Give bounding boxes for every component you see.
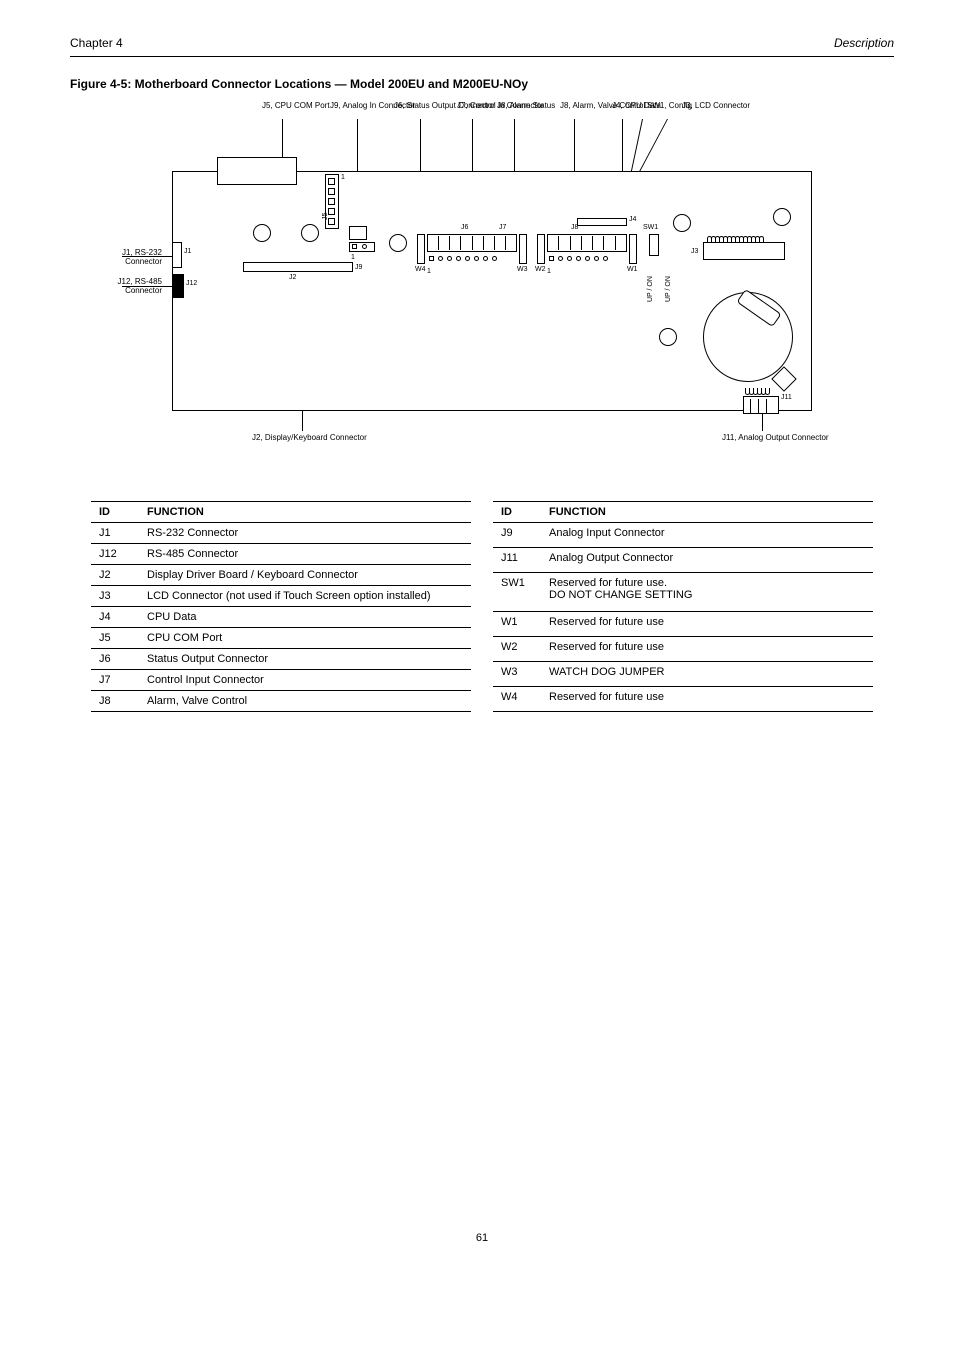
j9-pin1-label: 1	[351, 254, 355, 261]
j2-label: J2	[289, 274, 296, 281]
table-row: J3LCD Connector (not used if Touch Scree…	[91, 586, 471, 607]
j1-shell	[172, 242, 182, 268]
j9-shell	[349, 226, 367, 240]
j2-shell	[243, 262, 353, 272]
j6-pin1-label: 1	[427, 268, 431, 275]
connector-table-left: ID FUNCTION J1RS-232 Connector J12RS-485…	[91, 501, 471, 712]
w4-bracket	[417, 234, 425, 264]
table-row: W4Reserved for future use	[493, 686, 873, 711]
callout-j2: J2, Display/Keyboard Connector	[252, 433, 367, 442]
table-row: J7Control Input Connector	[91, 670, 471, 691]
callout-j1: J1, RS-232 Connector	[102, 248, 162, 266]
callout-j11: J11, Analog Output Connector	[722, 433, 829, 442]
j1-label: J1	[184, 248, 191, 255]
j3-teeth	[707, 236, 763, 243]
diagram-wrap: J5, CPU COM Port J9, Analog In Connector…	[122, 101, 842, 471]
j8-block	[547, 234, 627, 252]
header-rule	[70, 56, 894, 57]
j12-shell	[172, 274, 184, 298]
connector-table-right: ID FUNCTION J9Analog Input Connector J11…	[493, 501, 873, 712]
w1-bracket	[629, 234, 637, 264]
sw1-shell	[649, 234, 659, 256]
j11-teeth	[745, 388, 769, 395]
upon-right: UP / ON	[665, 276, 672, 302]
callout-j12: J12, RS-485 Connector	[102, 277, 162, 295]
j6-block	[427, 234, 517, 252]
j6-pins	[429, 256, 497, 261]
callout-j8l: J8, Alarm Status	[497, 101, 555, 110]
table-row: J1RS-232 Connector	[91, 523, 471, 544]
j3-shell	[703, 242, 785, 260]
sw1-label: SW1	[643, 224, 658, 231]
header-right: Description	[834, 36, 894, 50]
table-row: J4CPU Data	[91, 607, 471, 628]
table-row: W3WATCH DOG JUMPER	[493, 662, 873, 687]
header-left: Chapter 4	[70, 36, 123, 50]
j4-shell	[577, 218, 627, 226]
j9-pins	[349, 242, 375, 252]
j9-label: J9	[355, 264, 362, 271]
w3-bracket	[519, 234, 527, 264]
j11-label: J11	[781, 394, 792, 401]
j8-pins	[549, 256, 608, 261]
j8-pin1-label: 1	[547, 268, 551, 275]
table-row: W1Reserved for future use	[493, 612, 873, 637]
callout-j5: J5, CPU COM Port	[262, 101, 330, 110]
j6-label: J6	[461, 224, 468, 231]
w1-label: W1	[627, 266, 638, 273]
motherboard-diagram: J5, CPU COM Port J9, Analog In Connector…	[122, 101, 842, 471]
hole-4	[673, 214, 691, 232]
j12-label: J12	[186, 280, 197, 287]
tables-wrap: ID FUNCTION J1RS-232 Connector J12RS-485…	[70, 501, 894, 712]
hole-6	[659, 328, 677, 346]
tblL-head-fn: FUNCTION	[139, 502, 471, 523]
j11-shell	[743, 396, 779, 414]
callout-j3: J3, LCD Connector	[682, 101, 750, 110]
tblR-head-fn: FUNCTION	[541, 502, 873, 523]
table-row: J5CPU COM Port	[91, 628, 471, 649]
j5-shell	[325, 174, 339, 229]
j5-label: J5	[322, 213, 329, 220]
table-row: J9Analog Input Connector	[493, 523, 873, 548]
table-row: SW1Reserved for future use. DO NOT CHANG…	[493, 572, 873, 611]
upon-left: UP / ON	[647, 276, 654, 302]
hole-2	[301, 224, 319, 242]
tblL-head-id: ID	[91, 502, 139, 523]
tblR-head-id: ID	[493, 502, 541, 523]
table-row: J6Status Output Connector	[91, 649, 471, 670]
board-outline: 1 J5 1 J9	[172, 171, 812, 411]
rs232-conn-shell	[217, 157, 297, 185]
j4-label: J4	[629, 216, 636, 223]
j5-pin1-label: 1	[341, 174, 345, 181]
hole-5	[773, 208, 791, 226]
table-row: J2Display Driver Board / Keyboard Connec…	[91, 565, 471, 586]
figure-title: Figure 4-5: Motherboard Connector Locati…	[70, 77, 894, 91]
w2-bracket	[537, 234, 545, 264]
w2-label: W2	[535, 266, 546, 273]
j7-label: J7	[499, 224, 506, 231]
table-row: J11Analog Output Connector	[493, 547, 873, 572]
table-row: J12RS-485 Connector	[91, 544, 471, 565]
table-row: J8Alarm, Valve Control	[91, 691, 471, 712]
hole-1	[253, 224, 271, 242]
w4-label: W4	[415, 266, 426, 273]
j3-label: J3	[691, 248, 698, 255]
hole-3	[389, 234, 407, 252]
page: Chapter 4 Description Figure 4-5: Mother…	[0, 0, 954, 1284]
table-row: W2Reserved for future use	[493, 637, 873, 662]
w3-label: W3	[517, 266, 528, 273]
page-header: Chapter 4 Description	[70, 36, 894, 50]
page-number: 61	[70, 1232, 894, 1244]
